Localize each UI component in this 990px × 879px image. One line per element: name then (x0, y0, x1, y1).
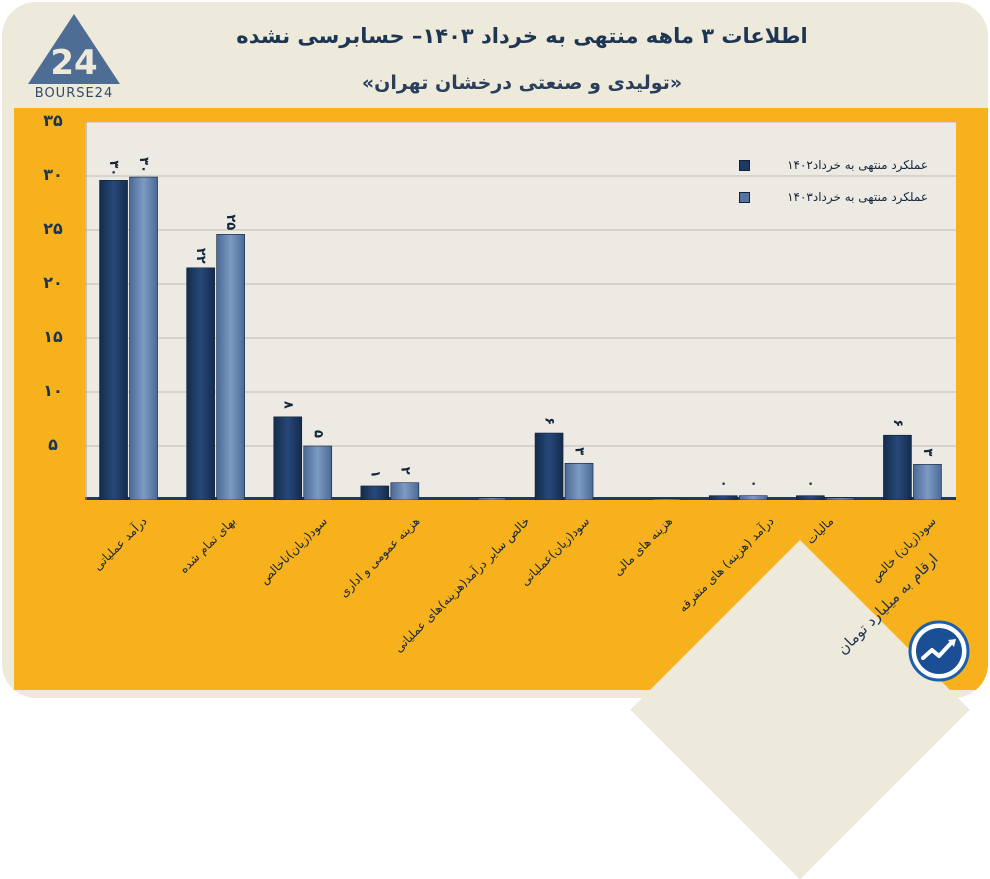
data-label-series-1-0: ۳۰ (106, 160, 121, 176)
bourse24-logo: 24 BOURSE24 (24, 10, 124, 105)
bar-series-2-5 (564, 462, 594, 500)
data-label-series-1-5: ۶ (542, 417, 557, 425)
data-label-series-1-7: ۰ (716, 480, 731, 488)
bar-series-2-0 (129, 176, 158, 500)
y-tick-label: ۳۰ (43, 165, 63, 184)
bar-series-2-6 (651, 498, 681, 500)
y-tick-label: ۵ (48, 435, 58, 454)
bar-series-2-2 (303, 445, 333, 500)
trend-arrow-icon (908, 620, 970, 682)
bar-series-1-3 (360, 485, 390, 500)
bar-series-2-1 (216, 234, 245, 500)
y-tick-label: ۲۵ (43, 219, 63, 238)
data-label-series-2-2: ۵ (310, 430, 325, 438)
bar-series-2-8 (826, 497, 855, 500)
bar-series-2-9 (913, 464, 942, 500)
data-label-series-1-2: ۸ (280, 401, 295, 409)
bar-series-1-9 (883, 434, 912, 500)
bar-series-2-7 (738, 495, 768, 500)
data-label-series-2-0: ۳۰ (136, 157, 151, 173)
legend-swatch-1402 (739, 160, 750, 171)
legend-item-1402: عملکرد منتهی به خرداد۱۴۰۲ (739, 158, 940, 190)
chart-subtitle: «تولیدی و صنعتی درخشان تهران» (361, 72, 683, 94)
legend-label-1402: عملکرد منتهی به خرداد۱۴۰۲ (787, 158, 928, 172)
legend-label-1403: عملکرد منتهی به خرداد۱۴۰۳ (787, 190, 928, 204)
data-label-series-2-3: ۲ (397, 467, 412, 475)
data-label-series-1-3: ۱ (367, 470, 382, 478)
bar-series-2-3 (390, 482, 420, 500)
data-label-series-2-7: ۰ (746, 480, 761, 488)
y-tick-label: ۲۰ (43, 273, 63, 292)
bar-series-1-5 (534, 432, 564, 500)
bar-series-1-0 (99, 180, 128, 500)
bar-series-1-7 (708, 495, 738, 500)
y-tick-label: ۱۰ (43, 381, 63, 400)
data-label-series-2-1: ۲۵ (223, 214, 238, 230)
data-label-series-1-8: ۰ (803, 480, 818, 488)
data-label-series-2-5: ۳ (572, 447, 587, 455)
logo-triangle-icon: 24 (28, 14, 120, 84)
data-label-series-2-9: ۳ (920, 448, 935, 456)
chart-title: اطلاعات ۳ ماهه منتهی به خرداد ۱۴۰۳– حساب… (236, 24, 808, 48)
legend-swatch-1403 (739, 192, 750, 203)
data-label-series-1-9: ۶ (890, 419, 905, 427)
legend-item-1403: عملکرد منتهی به خرداد۱۴۰۳ (739, 190, 940, 222)
logo-text: BOURSE24 (34, 86, 114, 101)
bar-series-2-4 (477, 497, 507, 500)
logo-mark: 24 (50, 43, 97, 83)
bar-series-1-8 (796, 495, 825, 500)
legend: عملکرد منتهی به خرداد۱۴۰۲ عملکرد منتهی ب… (739, 158, 940, 222)
y-tick-label: ۱۵ (43, 327, 63, 346)
bar-series-1-1 (186, 267, 215, 500)
data-label-series-1-1: ۲۲ (193, 248, 208, 264)
bar-series-1-2 (273, 416, 303, 500)
plot-area: ۳۰ ۲۲ ۸ ۱ ۶ ۰ ۰ ۶ ۳۰ ۲۵ ۵ ۲ ۳ ۰ ۳ (85, 122, 956, 500)
y-tick-label: ۳۵ (43, 111, 63, 130)
